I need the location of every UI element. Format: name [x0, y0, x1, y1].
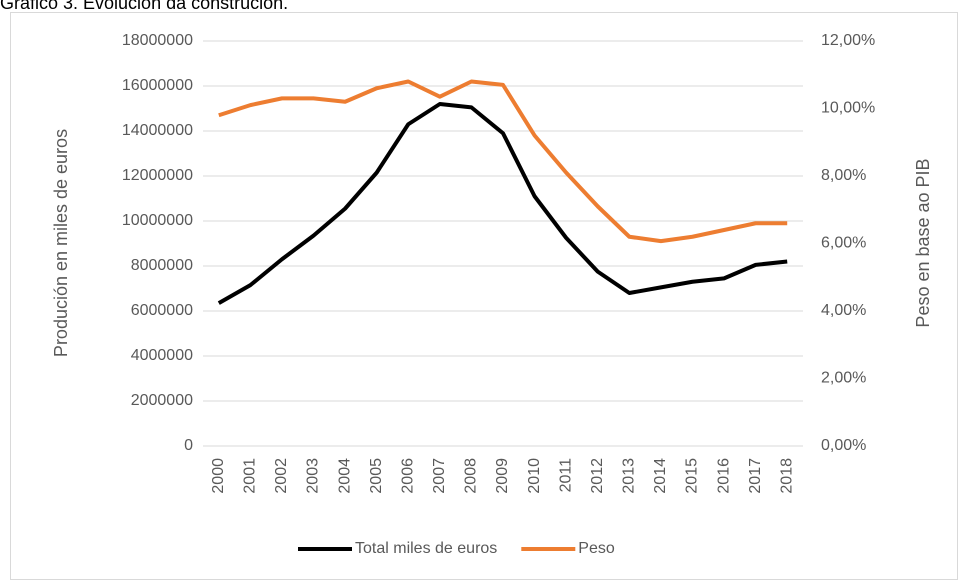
y2-axis-label: Peso en base ao PIB: [913, 158, 933, 327]
x-tick-label: 2002: [273, 458, 290, 494]
y-tick-label: 14000000: [122, 122, 193, 139]
series-line: [217, 102, 788, 305]
x-tick-label: 2012: [589, 458, 606, 494]
y-tick-label: 4000000: [131, 347, 193, 364]
x-tick-label: 2008: [463, 458, 480, 494]
y2-tick-label: 2,00%: [821, 370, 866, 387]
x-tick-label: 2003: [305, 458, 322, 494]
y2-tick-label: 12,00%: [821, 32, 875, 49]
x-tick-label: 2004: [336, 458, 353, 494]
y2-tick-label: 0,00%: [821, 437, 866, 454]
x-tick-label: 2007: [431, 458, 448, 494]
y-tick-label: 2000000: [131, 392, 193, 409]
legend-label: Peso: [578, 540, 615, 557]
y2-tick-label: 10,00%: [821, 100, 875, 117]
chart-title: Gráfico 3. Evolución da construción.: [0, 0, 288, 13]
y-axis-label: Produción en miles de euros: [51, 129, 71, 357]
y-tick-label: 6000000: [131, 302, 193, 319]
x-tick-label: 2010: [526, 458, 543, 494]
x-tick-label: 2018: [778, 458, 795, 494]
x-tick-label: 2015: [684, 458, 701, 494]
x-tick-label: 2006: [399, 458, 416, 494]
y2-tick-label: 8,00%: [821, 167, 866, 184]
x-tick-label: 2016: [715, 458, 732, 494]
legend-label: Total miles de euros: [355, 540, 497, 557]
x-tick-label: 2014: [652, 458, 669, 494]
y-tick-label: 16000000: [122, 77, 193, 94]
x-tick-label: 2017: [747, 458, 764, 494]
x-tick-label: 2009: [494, 458, 511, 494]
x-tick-label: 2013: [621, 458, 638, 494]
y2-tick-label: 6,00%: [821, 235, 866, 252]
y-tick-label: 18000000: [122, 32, 193, 49]
x-tick-label: 2011: [557, 458, 574, 493]
x-tick-label: 2005: [368, 458, 385, 494]
x-tick-label: 2000: [210, 458, 227, 494]
chart-frame: [10, 12, 958, 580]
series-line: [218, 79, 788, 244]
y-tick-label: 12000000: [122, 167, 193, 184]
y-tick-label: 10000000: [122, 212, 193, 229]
y2-tick-label: 4,00%: [821, 302, 866, 319]
y-tick-label: 8000000: [131, 257, 193, 274]
y-tick-label: 0: [184, 437, 193, 454]
x-tick-label: 2001: [242, 458, 259, 494]
